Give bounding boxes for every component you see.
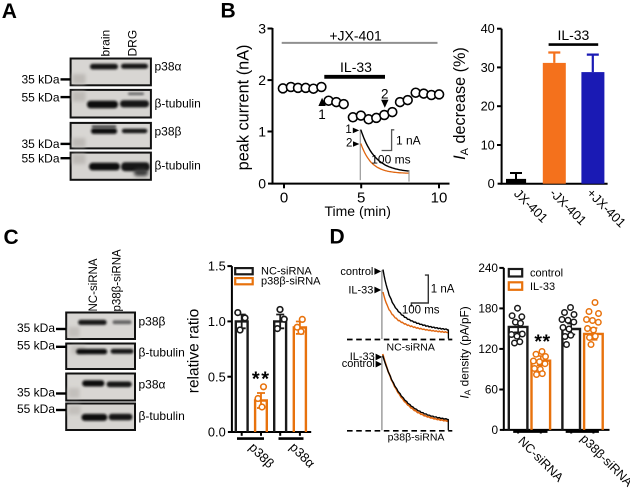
svg-text:IL-33: IL-33 — [557, 27, 589, 43]
svg-text:35 kDa: 35 kDa — [21, 137, 59, 151]
svg-text:B: B — [221, 0, 236, 23]
svg-text:**: ** — [252, 369, 271, 391]
svg-text:1: 1 — [318, 107, 326, 122]
svg-text:IA density (pA/pF): IA density (pA/pF) — [457, 306, 472, 398]
svg-text:p38β-siRNA: p38β-siRNA — [261, 276, 321, 288]
svg-text:relative ratio: relative ratio — [185, 309, 202, 393]
svg-text:IL-33: IL-33 — [340, 59, 372, 75]
svg-text:β-tubulin: β-tubulin — [139, 409, 185, 423]
svg-text:IL-33: IL-33 — [530, 281, 555, 293]
svg-text:1.0: 1.0 — [208, 314, 226, 329]
svg-text:IA decrease (%): IA decrease (%) — [451, 47, 471, 160]
svg-text:DRG: DRG — [126, 30, 140, 57]
svg-text:NC-siRNA: NC-siRNA — [88, 258, 100, 311]
svg-text:0: 0 — [280, 189, 288, 206]
svg-text:p38β-siRNA: p38β-siRNA — [388, 432, 445, 444]
svg-text:β-tubulin: β-tubulin — [155, 97, 201, 111]
svg-text:D: D — [330, 226, 345, 249]
svg-text:35 kDa: 35 kDa — [17, 321, 55, 335]
svg-text:C: C — [4, 226, 19, 249]
svg-text:240: 240 — [478, 261, 498, 275]
svg-text:peak current (nA): peak current (nA) — [235, 45, 253, 171]
svg-text:0: 0 — [258, 176, 266, 192]
svg-text:0: 0 — [491, 423, 498, 437]
svg-text:control: control — [530, 268, 563, 280]
svg-text:2: 2 — [258, 72, 266, 88]
svg-text:100 ms: 100 ms — [371, 152, 410, 166]
svg-text:control: control — [340, 266, 373, 278]
svg-text:NC-siRNA: NC-siRNA — [261, 266, 312, 278]
svg-text:2: 2 — [346, 138, 352, 150]
svg-text:β-tubulin: β-tubulin — [155, 159, 201, 173]
svg-text:35 kDa: 35 kDa — [21, 73, 59, 87]
svg-text:120: 120 — [478, 342, 498, 356]
svg-text:1 nA: 1 nA — [396, 133, 421, 147]
svg-text:10: 10 — [481, 138, 495, 153]
svg-text:180: 180 — [478, 302, 498, 316]
svg-text:p38β-siRNA: p38β-siRNA — [112, 249, 124, 312]
svg-text:brain: brain — [99, 30, 113, 57]
svg-text:p38α: p38α — [155, 60, 182, 74]
svg-text:A: A — [2, 0, 17, 23]
svg-text:0.0: 0.0 — [208, 425, 226, 440]
svg-text:+JX-401: +JX-401 — [329, 27, 382, 43]
svg-text:35 kDa: 35 kDa — [17, 386, 55, 400]
svg-text:60: 60 — [485, 383, 499, 397]
svg-text:40: 40 — [481, 21, 495, 36]
svg-text:55 kDa: 55 kDa — [21, 90, 59, 104]
svg-text:p38β: p38β — [139, 315, 166, 329]
svg-text:control: control — [342, 358, 375, 370]
svg-text:55 kDa: 55 kDa — [17, 402, 55, 416]
svg-text:**: ** — [534, 331, 550, 353]
svg-text:2: 2 — [381, 87, 389, 102]
svg-text:p38α: p38α — [139, 378, 166, 392]
svg-text:1: 1 — [258, 124, 266, 140]
svg-text:20: 20 — [481, 99, 495, 114]
svg-text:0.5: 0.5 — [208, 369, 226, 384]
svg-text:0: 0 — [488, 176, 495, 191]
svg-text:Time (min): Time (min) — [325, 203, 391, 219]
svg-text:3: 3 — [258, 21, 266, 37]
svg-text:NC-siRNA: NC-siRNA — [386, 341, 434, 353]
svg-text:1.5: 1.5 — [208, 259, 226, 274]
svg-text:β-tubulin: β-tubulin — [139, 346, 185, 360]
svg-text:p38β: p38β — [155, 125, 182, 139]
svg-text:10: 10 — [431, 189, 448, 206]
svg-text:1 nA: 1 nA — [431, 284, 455, 296]
svg-text:100 ms: 100 ms — [402, 305, 440, 317]
svg-text:5: 5 — [357, 189, 365, 206]
svg-text:55 kDa: 55 kDa — [17, 339, 55, 353]
svg-text:1: 1 — [345, 124, 351, 136]
svg-text:IL-33: IL-33 — [350, 351, 375, 363]
svg-text:IL-33: IL-33 — [348, 285, 373, 297]
svg-text:30: 30 — [481, 60, 495, 75]
svg-text:55 kDa: 55 kDa — [21, 151, 59, 165]
